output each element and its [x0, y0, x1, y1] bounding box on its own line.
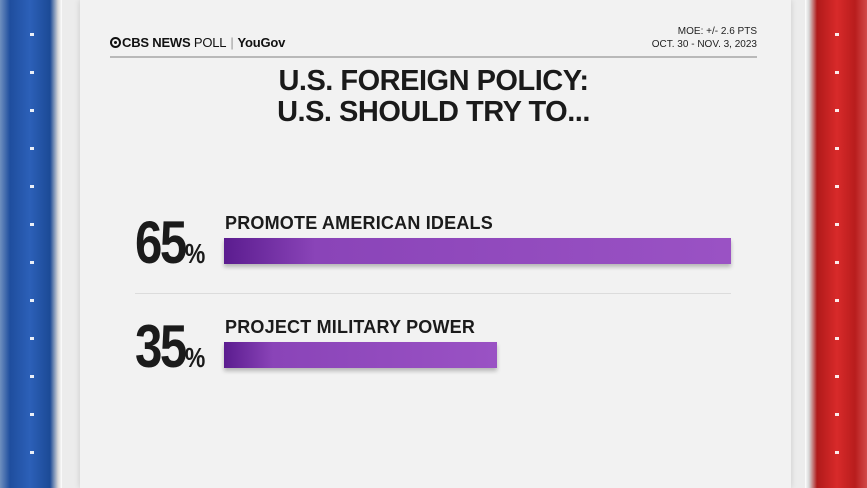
bar-category-label: PROMOTE AMERICAN IDEALS — [225, 213, 493, 233]
bar-value-label: 65% — [135, 213, 205, 284]
bar — [224, 238, 731, 264]
row-divider — [135, 293, 731, 294]
bar-row: 65% PROMOTE AMERICAN IDEALS — [135, 213, 735, 283]
chart-title: U.S. FOREIGN POLICY: U.S. SHOULD TRY TO.… — [110, 66, 757, 128]
percent-sign: % — [184, 238, 206, 269]
bar-track — [224, 238, 731, 264]
poll-header: CBS NEWS POLL | YouGov MOE: +/- 2.6 PTS OC… — [110, 26, 757, 58]
bar-track — [224, 342, 731, 368]
percent-sign: % — [184, 342, 206, 373]
bar-value-label: 35% — [135, 317, 205, 388]
bar — [224, 342, 497, 368]
title-line-2: U.S. SHOULD TRY TO... — [277, 96, 590, 128]
brand-logo: CBS NEWS POLL | YouGov — [110, 35, 285, 50]
right-red-stripe — [805, 0, 867, 488]
brand-cbs-news: CBS NEWS — [122, 35, 191, 50]
brand-poll: POLL — [193, 35, 227, 50]
title-line-1: U.S. FOREIGN POLICY: — [278, 65, 589, 97]
poll-panel: CBS NEWS POLL | YouGov MOE: +/- 2.6 PTS OC… — [80, 0, 791, 488]
brand-yougov: YouGov — [237, 35, 286, 50]
bar-value-number: 65 — [135, 209, 187, 276]
poll-dates: OCT. 30 - NOV. 3, 2023 — [651, 38, 757, 50]
bar-value-number: 35 — [135, 313, 187, 380]
margin-of-error: MOE: +/- 2.6 PTS — [677, 26, 757, 37]
bar-category-label: PROJECT MILITARY POWER — [225, 317, 476, 337]
left-blue-stripe — [0, 0, 62, 488]
cbs-eye-icon — [110, 37, 121, 48]
bar-row: 35% PROJECT MILITARY POWER — [135, 317, 735, 387]
poll-meta: MOE: +/- 2.6 PTS OCT. 30 - NOV. 3, 2023 — [652, 26, 757, 51]
